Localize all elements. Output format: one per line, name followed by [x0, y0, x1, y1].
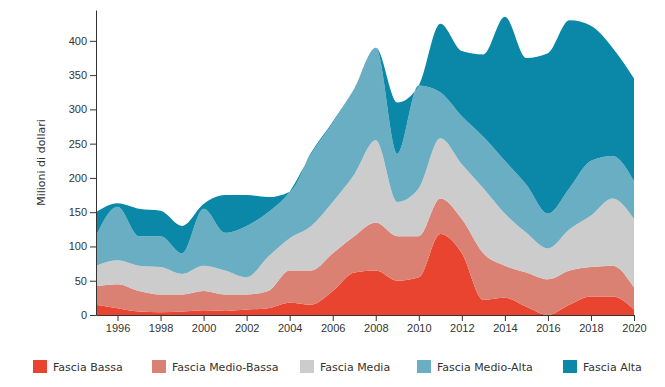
x-axis: 1996 1998 2000 2002 2004 2006 2008 2010 2012 2014…	[97, 315, 647, 334]
y-axis-line	[96, 11, 97, 316]
y-tick-mark	[90, 212, 96, 213]
x-tick-label: 1998	[149, 322, 173, 334]
legend-swatch	[152, 360, 166, 373]
legend-item: Fascia Media	[300, 360, 390, 374]
y-tick-label: 100	[69, 240, 87, 252]
legend-swatch	[33, 360, 47, 373]
y-tick: 150	[69, 206, 96, 218]
x-tick-label: 2000	[192, 322, 216, 334]
x-tick-mark	[290, 315, 291, 321]
x-tick: 1996	[106, 315, 130, 334]
x-tick: 2020	[622, 315, 646, 334]
x-tick-label: 2006	[321, 322, 345, 334]
legend: Fascia Bassa Fascia Medio-Bassa Fascia Med…	[33, 360, 642, 374]
y-tick-label: 0	[81, 309, 87, 321]
y-tick-label: 50	[75, 275, 87, 287]
x-tick-mark	[247, 315, 248, 321]
x-tick-mark	[591, 315, 592, 321]
x-tick: 2002	[235, 315, 259, 334]
y-tick-mark	[90, 281, 96, 282]
x-tick-mark	[204, 315, 205, 321]
legend-label: Fascia Medio-Alta	[437, 361, 533, 374]
area	[96, 17, 634, 253]
x-tick-label: 2018	[579, 322, 603, 334]
y-tick-label: 300	[69, 103, 87, 115]
x-tick-label: 1996	[106, 322, 130, 334]
y-tick: 250	[69, 138, 96, 150]
y-tick: 350	[69, 69, 96, 81]
y-tick-mark	[90, 178, 96, 179]
x-tick-label: 2012	[450, 322, 474, 334]
x-tick: 2014	[493, 315, 517, 334]
x-tick-mark	[376, 315, 377, 321]
x-tick: 2004	[278, 315, 302, 334]
y-axis: 0 50 100 150 200 250 300 350 400	[69, 11, 97, 322]
legend-item: Fascia Alta	[563, 360, 642, 374]
y-tick-mark	[90, 75, 96, 76]
chart: 1996199820002002200420062008201020122014…	[0, 0, 665, 387]
x-tick-mark	[333, 315, 334, 321]
x-tick-label: 2016	[536, 322, 560, 334]
y-tick: 300	[69, 103, 96, 115]
x-tick-mark	[462, 315, 463, 321]
x-tick-mark	[505, 315, 506, 321]
y-tick: 50	[75, 275, 96, 287]
x-tick-label: 2014	[493, 322, 517, 334]
y-tick-mark	[90, 246, 96, 247]
areas	[96, 17, 634, 315]
legend-item: Fascia Bassa	[33, 360, 123, 374]
y-tick-mark	[90, 41, 96, 42]
legend-swatch	[563, 360, 577, 373]
x-tick: 2008	[364, 315, 388, 334]
y-tick: 200	[69, 172, 96, 184]
x-tick-label: 2004	[278, 322, 302, 334]
x-tick-label: 2010	[407, 322, 431, 334]
y-tick: 400	[69, 35, 96, 47]
y-tick-label: 350	[69, 69, 87, 81]
y-tick-mark	[90, 315, 96, 316]
x-tick-label: 2008	[364, 322, 388, 334]
x-tick: 2010	[407, 315, 431, 334]
x-tick-mark	[548, 315, 549, 321]
y-axis-title: Milioni di dollari	[35, 119, 48, 206]
x-tick: 2006	[321, 315, 345, 334]
x-tick-mark	[118, 315, 119, 321]
x-tick: 2018	[579, 315, 603, 334]
y-tick-label: 150	[69, 206, 87, 218]
legend-swatch	[300, 360, 314, 373]
legend-swatch	[417, 360, 431, 373]
x-tick: 2016	[536, 315, 560, 334]
legend-item: Fascia Medio-Alta	[417, 360, 533, 374]
y-tick-mark	[90, 144, 96, 145]
legend-label: Fascia Medio-Bassa	[172, 361, 278, 374]
x-tick: 1998	[149, 315, 173, 334]
x-tick: 2012	[450, 315, 474, 334]
x-axis-line	[97, 315, 635, 316]
y-tick-label: 400	[69, 35, 87, 47]
x-tick-mark	[634, 315, 635, 321]
y-tick: 0	[81, 309, 96, 321]
legend-label: Fascia Alta	[583, 361, 642, 374]
x-tick-mark	[419, 315, 420, 321]
x-tick-label: 2002	[235, 322, 259, 334]
x-tick: 2000	[192, 315, 216, 334]
x-tick-mark	[161, 315, 162, 321]
legend-label: Fascia Bassa	[53, 361, 123, 374]
x-tick-label: 2020	[622, 322, 646, 334]
legend-label: Fascia Media	[320, 361, 390, 374]
y-tick: 100	[69, 240, 96, 252]
y-tick-mark	[90, 109, 96, 110]
y-tick-label: 250	[69, 138, 87, 150]
y-tick-label: 200	[69, 172, 87, 184]
plot: 1996199820002002200420062008201020122014…	[69, 11, 647, 334]
legend-item: Fascia Medio-Bassa	[152, 360, 278, 374]
